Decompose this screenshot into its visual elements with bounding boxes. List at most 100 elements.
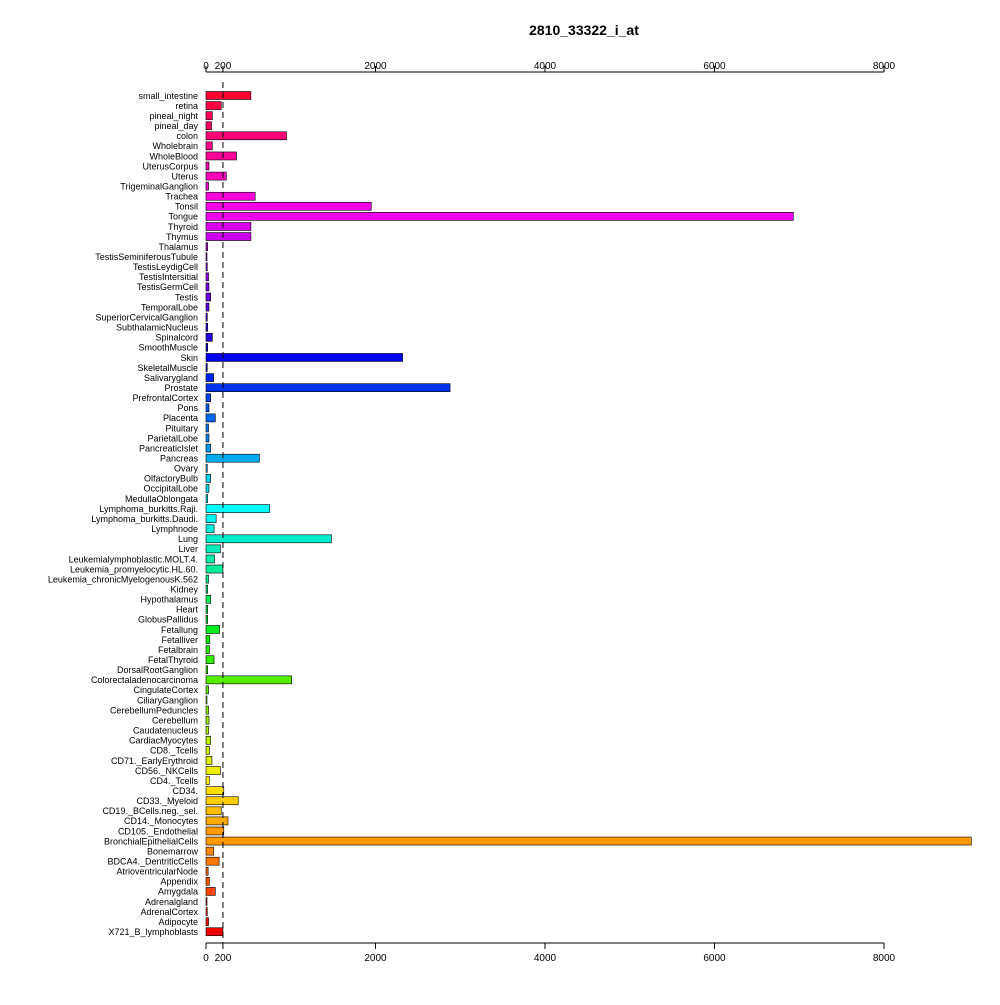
category-label: Thymus — [166, 232, 199, 242]
category-label: TestisSeminiferousTubule — [95, 252, 198, 262]
tick-label-bottom: 6000 — [703, 953, 726, 964]
bar — [205, 806, 222, 816]
bar — [205, 796, 239, 806]
bar — [205, 474, 211, 483]
bar — [205, 695, 208, 705]
category-label: MedullaOblongata — [125, 494, 198, 504]
category-label: BDCA4._DentriticCells — [107, 857, 198, 867]
bar — [205, 544, 221, 554]
tick-label-top: 0 — [203, 61, 209, 72]
bar — [205, 363, 208, 372]
category-label: FetalThyroid — [148, 655, 198, 665]
bar — [205, 202, 372, 211]
category-label: Fetallung — [161, 625, 198, 635]
bar — [205, 373, 214, 382]
bar — [205, 91, 252, 100]
bar — [205, 494, 208, 503]
category-label: TrigeminalGanglion — [120, 181, 198, 191]
category-label: GlobusPallidus — [138, 615, 199, 625]
bar — [205, 584, 208, 594]
category-label: ParietalLobe — [147, 433, 198, 443]
bar — [205, 746, 210, 755]
bar — [205, 554, 215, 564]
category-label: Liver — [178, 544, 198, 554]
category-label: Heart — [176, 605, 199, 615]
category-label: CD56._NKCells — [135, 766, 199, 776]
bar — [205, 735, 211, 745]
bar — [205, 292, 211, 302]
category-label: Uterus — [171, 171, 198, 181]
category-label: PrefrontalCortex — [132, 393, 198, 403]
category-label: BronchialEpithelialCells — [104, 836, 199, 846]
category-label: colon — [176, 131, 198, 141]
bar — [205, 615, 208, 624]
category-label: SubthalamicNucleus — [116, 323, 199, 333]
category-label: CD34. — [172, 786, 198, 796]
category-label: X721_B_lymphoblasts — [108, 927, 198, 937]
bar — [205, 514, 217, 523]
bar — [205, 161, 210, 171]
category-label: TestisIntersitial — [139, 272, 198, 282]
bar — [205, 594, 211, 604]
category-label: Ovary — [174, 464, 199, 474]
chart-title: 2810_33322_i_at — [529, 22, 639, 38]
bar — [205, 312, 208, 322]
category-label: Fetalbrain — [158, 645, 198, 655]
bar — [205, 635, 211, 644]
bar — [205, 756, 213, 765]
category-label: AtrioventricularNode — [116, 867, 198, 877]
category-label: Skin — [180, 353, 198, 363]
bar — [205, 625, 220, 634]
category-label: Wholebrain — [152, 141, 198, 151]
bar — [205, 786, 225, 795]
category-label: SmoothMuscle — [138, 343, 198, 353]
category-label: Prostate — [164, 383, 198, 393]
category-label: Lung — [178, 534, 198, 544]
tick-label-bottom: 8000 — [873, 953, 896, 964]
bar — [205, 715, 210, 725]
bar — [205, 564, 224, 574]
category-label: WholeBlood — [149, 151, 198, 161]
bar — [205, 403, 210, 413]
category-label: SuperiorCervicalGanglion — [95, 312, 198, 322]
category-label: Placenta — [163, 413, 198, 423]
tick-label-bottom: 0 — [203, 953, 209, 964]
category-label: CardiacMyocytes — [129, 736, 199, 746]
bar — [205, 685, 209, 695]
tick-label-bottom: 2000 — [364, 953, 387, 964]
bar — [205, 524, 215, 534]
category-label: TestisGermCell — [137, 282, 198, 292]
category-label: retina — [175, 101, 198, 111]
category-label: DorsalRootGanglion — [117, 665, 198, 675]
category-label: Cerebellum — [152, 715, 198, 725]
bars-group — [205, 91, 972, 937]
bar — [205, 605, 208, 614]
category-label: CerebellumPeduncles — [110, 705, 199, 715]
category-label: CD105._Endothelial — [118, 826, 198, 836]
bar — [205, 907, 208, 916]
bar — [205, 252, 208, 261]
bar — [205, 866, 209, 876]
category-label: Amygdala — [158, 887, 198, 897]
bar — [205, 645, 210, 654]
bar — [205, 836, 972, 846]
bar — [205, 282, 210, 292]
bar — [205, 343, 208, 352]
bar — [205, 846, 214, 856]
tick-label-bottom: 200 — [215, 953, 232, 964]
category-label: SkeletalMuscle — [137, 363, 198, 373]
category-label: CiliaryGanglion — [137, 695, 198, 705]
x-axis-top: 0 200 2000 4000 6000 8000 — [203, 61, 896, 73]
bar — [205, 141, 213, 151]
bar — [205, 443, 211, 453]
tick-label-top: 200 — [215, 61, 232, 72]
category-label: Leukemialymphoblastic.MOLT.4. — [69, 554, 198, 564]
bar — [205, 665, 208, 675]
bar — [205, 302, 210, 312]
category-label: Lymphoma_burkitts.Raji. — [99, 504, 198, 514]
category-label: CingulateCortex — [133, 685, 198, 695]
category-label: Pancreas — [160, 454, 199, 464]
category-label: Fetalliver — [161, 635, 198, 645]
